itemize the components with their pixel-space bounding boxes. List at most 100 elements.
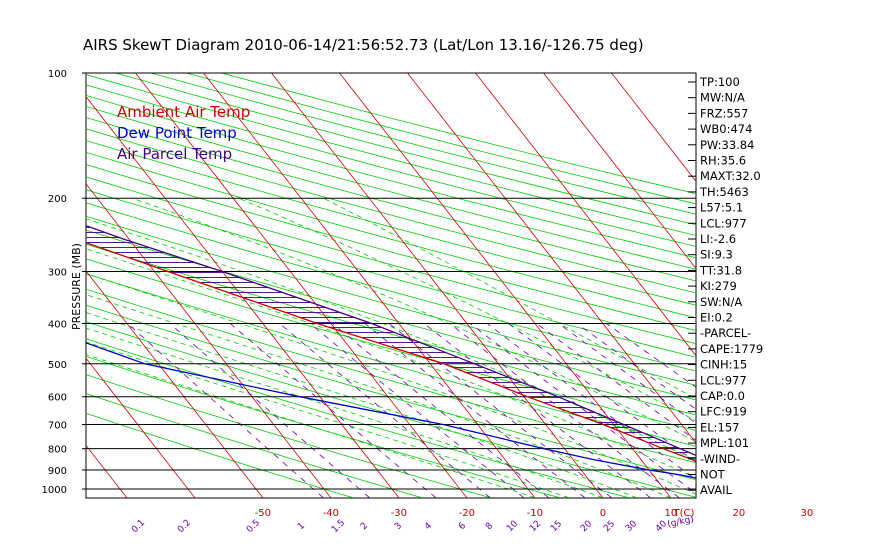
index-entry: SW:N/A xyxy=(700,295,742,309)
pressure-tick-label: 600 xyxy=(48,393,67,404)
dry-adiabat xyxy=(86,355,561,498)
mixing-ratio-label: 20 xyxy=(579,519,594,534)
index-entry: RH:35.6 xyxy=(700,154,746,168)
dry-adiabat xyxy=(86,288,696,464)
index-entry: TT:31.8 xyxy=(699,263,742,277)
isotherm xyxy=(203,73,536,498)
moist-adiabat xyxy=(86,312,638,498)
dry-adiabat xyxy=(86,374,492,498)
cape-area xyxy=(86,225,696,462)
dry-adiabat xyxy=(86,338,630,498)
isotherm xyxy=(543,73,696,270)
isotherm xyxy=(86,357,196,498)
index-entry: CAPE:1779 xyxy=(700,342,763,356)
pressure-tick-label: 1000 xyxy=(42,485,67,496)
dry-adiabat xyxy=(86,164,696,331)
mixing-ratio-label: 1 xyxy=(296,521,307,532)
dry-adiabat xyxy=(86,151,696,319)
index-entry: CAP:0.0 xyxy=(700,389,745,403)
index-entry: NOT xyxy=(700,468,726,482)
mixing-ratio-label: 0.5 xyxy=(245,518,262,535)
legend: Ambient Air Temp Dew Point Temp Air Parcel… xyxy=(117,103,250,163)
dry-adiabat xyxy=(86,84,696,247)
dry-adiabat xyxy=(186,73,696,205)
mixing-ratio-line xyxy=(169,323,370,498)
series-line-0 xyxy=(86,241,696,462)
mixing-ratio-line xyxy=(127,323,324,498)
mixing-ratio-label: 15 xyxy=(549,519,564,534)
index-entry: MAXT:32.0 xyxy=(700,169,761,183)
bottom-temp-tick-label: -20 xyxy=(459,508,475,519)
isotherm xyxy=(475,73,696,357)
index-entry: L57:5.1 xyxy=(700,201,743,215)
dry-adiabat xyxy=(86,393,423,498)
mixing-ratio-line xyxy=(388,323,612,498)
index-entry: KI:279 xyxy=(700,279,737,293)
index-entry: EI:0.2 xyxy=(700,311,733,325)
index-entry: SI:9.3 xyxy=(700,248,733,262)
index-entry: LCL:977 xyxy=(700,373,747,387)
legend-entry: Dew Point Temp xyxy=(117,124,237,142)
mixing-ratio-label: 10 xyxy=(505,519,520,534)
bottom-temp-tick-label: 30 xyxy=(801,508,814,519)
mixing-ratio-line xyxy=(606,323,696,388)
mixing-ratio-line xyxy=(486,323,696,480)
x-axis-unit: T(C) xyxy=(673,508,695,519)
moist-adiabat xyxy=(238,197,696,422)
index-entry: LFC:919 xyxy=(700,405,747,419)
mixing-ratio-label: 25 xyxy=(602,519,617,534)
isotherm xyxy=(339,73,672,498)
dry-adiabat xyxy=(86,202,696,372)
legend-entry: Ambient Air Temp xyxy=(117,103,250,121)
mixing-ratio-label: 4 xyxy=(423,521,434,532)
mixing-ratio-line xyxy=(508,323,696,463)
dry-adiabat xyxy=(86,243,696,416)
moist-adiabat xyxy=(132,197,696,443)
mixing-ratio-line xyxy=(449,323,680,498)
index-entry: LCL:977 xyxy=(700,216,747,230)
mixing-ratio-label: 6 xyxy=(457,521,468,532)
mixing-ratio-line xyxy=(364,323,586,498)
index-entry: TH:5463 xyxy=(699,185,749,199)
isotherm xyxy=(0,73,59,498)
mixing-ratio-line xyxy=(309,323,525,498)
pressure-tick-label: 900 xyxy=(48,466,67,477)
pressure-tick-label: 400 xyxy=(48,319,67,330)
index-entry: EL:157 xyxy=(700,420,740,434)
mixing-ratio-label: 0.1 xyxy=(130,518,147,535)
index-entry: WB0:474 xyxy=(700,122,752,136)
dry-adiabat xyxy=(86,128,696,294)
moist-adiabat xyxy=(86,341,570,498)
mixing-ratio-label: 0.2 xyxy=(176,518,193,535)
y-axis-label: PRESSURE (MB) xyxy=(70,243,83,330)
index-entry: FRZ:557 xyxy=(700,106,748,120)
legend-entry: Air Parcel Temp xyxy=(117,145,232,163)
mixing-ratio-label: 2 xyxy=(359,521,370,532)
bottom-temp-tick-label: -40 xyxy=(323,508,339,519)
dry-adiabat xyxy=(221,73,696,195)
mixing-ratio-line xyxy=(332,323,550,498)
mixing-ratio-line xyxy=(279,323,491,498)
dry-adiabat xyxy=(86,140,696,306)
mixing-ratio-line xyxy=(423,323,651,498)
index-entry: PW:33.84 xyxy=(700,138,754,152)
chart-title: AIRS SkewT Diagram 2010-06-14/21:56:52.7… xyxy=(83,36,644,54)
pressure-tick-label: 500 xyxy=(48,360,67,371)
mixing-ratio-line xyxy=(469,323,696,494)
dry-adiabat xyxy=(86,176,696,345)
index-entry: LI:-2.6 xyxy=(700,232,736,246)
moist-adiabat xyxy=(86,248,696,479)
dry-adiabat xyxy=(86,321,696,498)
bottom-temp-tick-label: 0 xyxy=(600,508,606,519)
isotherm xyxy=(407,73,696,444)
bottom-temp-tick-label: -50 xyxy=(255,508,271,519)
dry-adiabat xyxy=(86,215,696,386)
index-entry: CINH:15 xyxy=(700,358,747,372)
dry-adiabat xyxy=(86,273,696,447)
dry-adiabat xyxy=(86,189,696,358)
series-line-1 xyxy=(86,342,696,479)
pressure-tick-label: 100 xyxy=(48,69,67,80)
isotherm xyxy=(271,73,604,498)
index-entry: -WIND- xyxy=(700,452,740,466)
